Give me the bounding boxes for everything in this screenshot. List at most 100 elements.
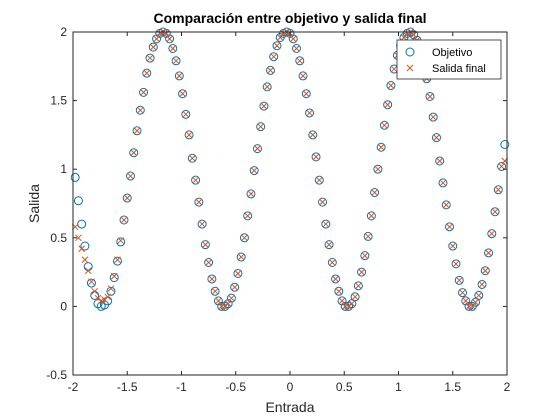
salida-point bbox=[215, 297, 222, 305]
objetivo-point bbox=[269, 52, 279, 62]
salida-point bbox=[75, 234, 82, 242]
salida-point bbox=[228, 294, 235, 302]
salida-point bbox=[465, 303, 473, 310]
salida-point bbox=[198, 220, 206, 228]
salida-point bbox=[270, 53, 278, 61]
salida-point bbox=[241, 234, 248, 242]
salida-point bbox=[400, 34, 408, 41]
salida-point bbox=[289, 35, 297, 43]
salida-point bbox=[433, 134, 440, 141]
salida-point bbox=[387, 82, 395, 89]
x-axis-label: Entrada bbox=[265, 399, 314, 415]
objetivo-point bbox=[165, 34, 175, 44]
salida-point bbox=[88, 278, 95, 286]
objetivo-point bbox=[451, 259, 461, 269]
salida-point bbox=[188, 154, 196, 162]
salida-point bbox=[247, 190, 255, 198]
salida-point bbox=[78, 245, 86, 253]
salida-point bbox=[322, 220, 330, 228]
objetivo-point bbox=[321, 219, 331, 229]
y-tick-label: 1.5 bbox=[50, 94, 67, 108]
objetivo-point bbox=[438, 178, 448, 188]
salida-point bbox=[169, 45, 177, 52]
salida-point bbox=[136, 106, 144, 114]
salida-point bbox=[175, 72, 183, 80]
salida-point bbox=[390, 65, 398, 73]
objetivo-point bbox=[477, 279, 487, 289]
y-tick-label: 1 bbox=[60, 162, 67, 176]
salida-point bbox=[143, 69, 151, 77]
salida-point bbox=[260, 102, 268, 110]
objetivo-point bbox=[70, 172, 80, 182]
objetivo-point bbox=[122, 193, 132, 203]
salida-point bbox=[267, 67, 274, 74]
salida-point bbox=[459, 289, 466, 297]
salida-point bbox=[273, 42, 281, 50]
objetivo-point bbox=[249, 166, 259, 176]
objetivo-point bbox=[464, 301, 474, 311]
objetivo-point bbox=[360, 251, 370, 261]
objetivo-point bbox=[243, 211, 253, 221]
objetivo-point bbox=[226, 293, 236, 303]
salida-point bbox=[110, 272, 118, 280]
objetivo-point bbox=[363, 231, 373, 241]
x-tick-label: 0.5 bbox=[336, 380, 353, 394]
objetivo-point bbox=[197, 219, 207, 229]
objetivo-point bbox=[337, 296, 347, 306]
salida-point bbox=[410, 31, 418, 39]
salida-point bbox=[81, 256, 89, 264]
objetivo-point bbox=[204, 257, 214, 267]
objetivo-point bbox=[142, 68, 152, 78]
objetivo-point bbox=[272, 41, 282, 51]
objetivo-point bbox=[178, 89, 188, 99]
objetivo-point bbox=[171, 56, 181, 66]
salida-point bbox=[485, 249, 492, 257]
salida-point bbox=[149, 43, 157, 51]
objetivo-point bbox=[119, 215, 129, 225]
objetivo-point bbox=[288, 34, 298, 44]
objetivo-point bbox=[376, 142, 386, 152]
salida-point bbox=[361, 252, 369, 259]
x-tick-label: 1.5 bbox=[444, 380, 461, 394]
salida-point bbox=[462, 297, 470, 305]
objetivo-point bbox=[308, 130, 318, 140]
salida-point bbox=[224, 300, 232, 308]
legend-salida-label: Salida final bbox=[432, 63, 486, 75]
objetivo-point bbox=[484, 248, 494, 258]
x-tick-label: -0.5 bbox=[225, 380, 246, 394]
salida-point bbox=[439, 179, 447, 187]
objetivo-point bbox=[292, 43, 302, 53]
salida-point bbox=[237, 253, 245, 261]
x-tick-label: 2 bbox=[504, 380, 511, 394]
chart-title: Comparación entre objetivo y salida fina… bbox=[153, 10, 426, 26]
legend-box bbox=[396, 39, 502, 80]
objetivo-point bbox=[109, 273, 119, 283]
objetivo-point bbox=[311, 152, 321, 162]
objetivo-point bbox=[480, 266, 490, 276]
objetivo-point bbox=[152, 34, 162, 44]
objetivo-point bbox=[80, 241, 90, 251]
salida-point bbox=[498, 163, 505, 170]
salida-point bbox=[368, 212, 375, 220]
objetivo-point bbox=[334, 286, 344, 296]
legend: Objetivo Salida final bbox=[396, 39, 502, 80]
salida-point bbox=[120, 216, 128, 224]
salida-point bbox=[153, 35, 160, 43]
salida-point bbox=[481, 267, 489, 275]
salida-point bbox=[472, 298, 479, 306]
objetivo-point bbox=[383, 100, 393, 110]
objetivo-point bbox=[474, 290, 484, 300]
objetivo-point bbox=[262, 82, 272, 92]
objetivo-point bbox=[301, 89, 311, 99]
salida-point bbox=[335, 287, 343, 295]
y-axis-label: Salida bbox=[26, 184, 42, 223]
objetivo-point bbox=[207, 274, 217, 284]
x-tick-label: -1 bbox=[176, 380, 187, 394]
salida-point bbox=[377, 143, 385, 151]
salida-point bbox=[328, 259, 336, 266]
objetivo-point bbox=[497, 161, 507, 171]
salida-point bbox=[218, 303, 225, 310]
salida-point bbox=[452, 260, 460, 268]
salida-point bbox=[146, 54, 154, 62]
